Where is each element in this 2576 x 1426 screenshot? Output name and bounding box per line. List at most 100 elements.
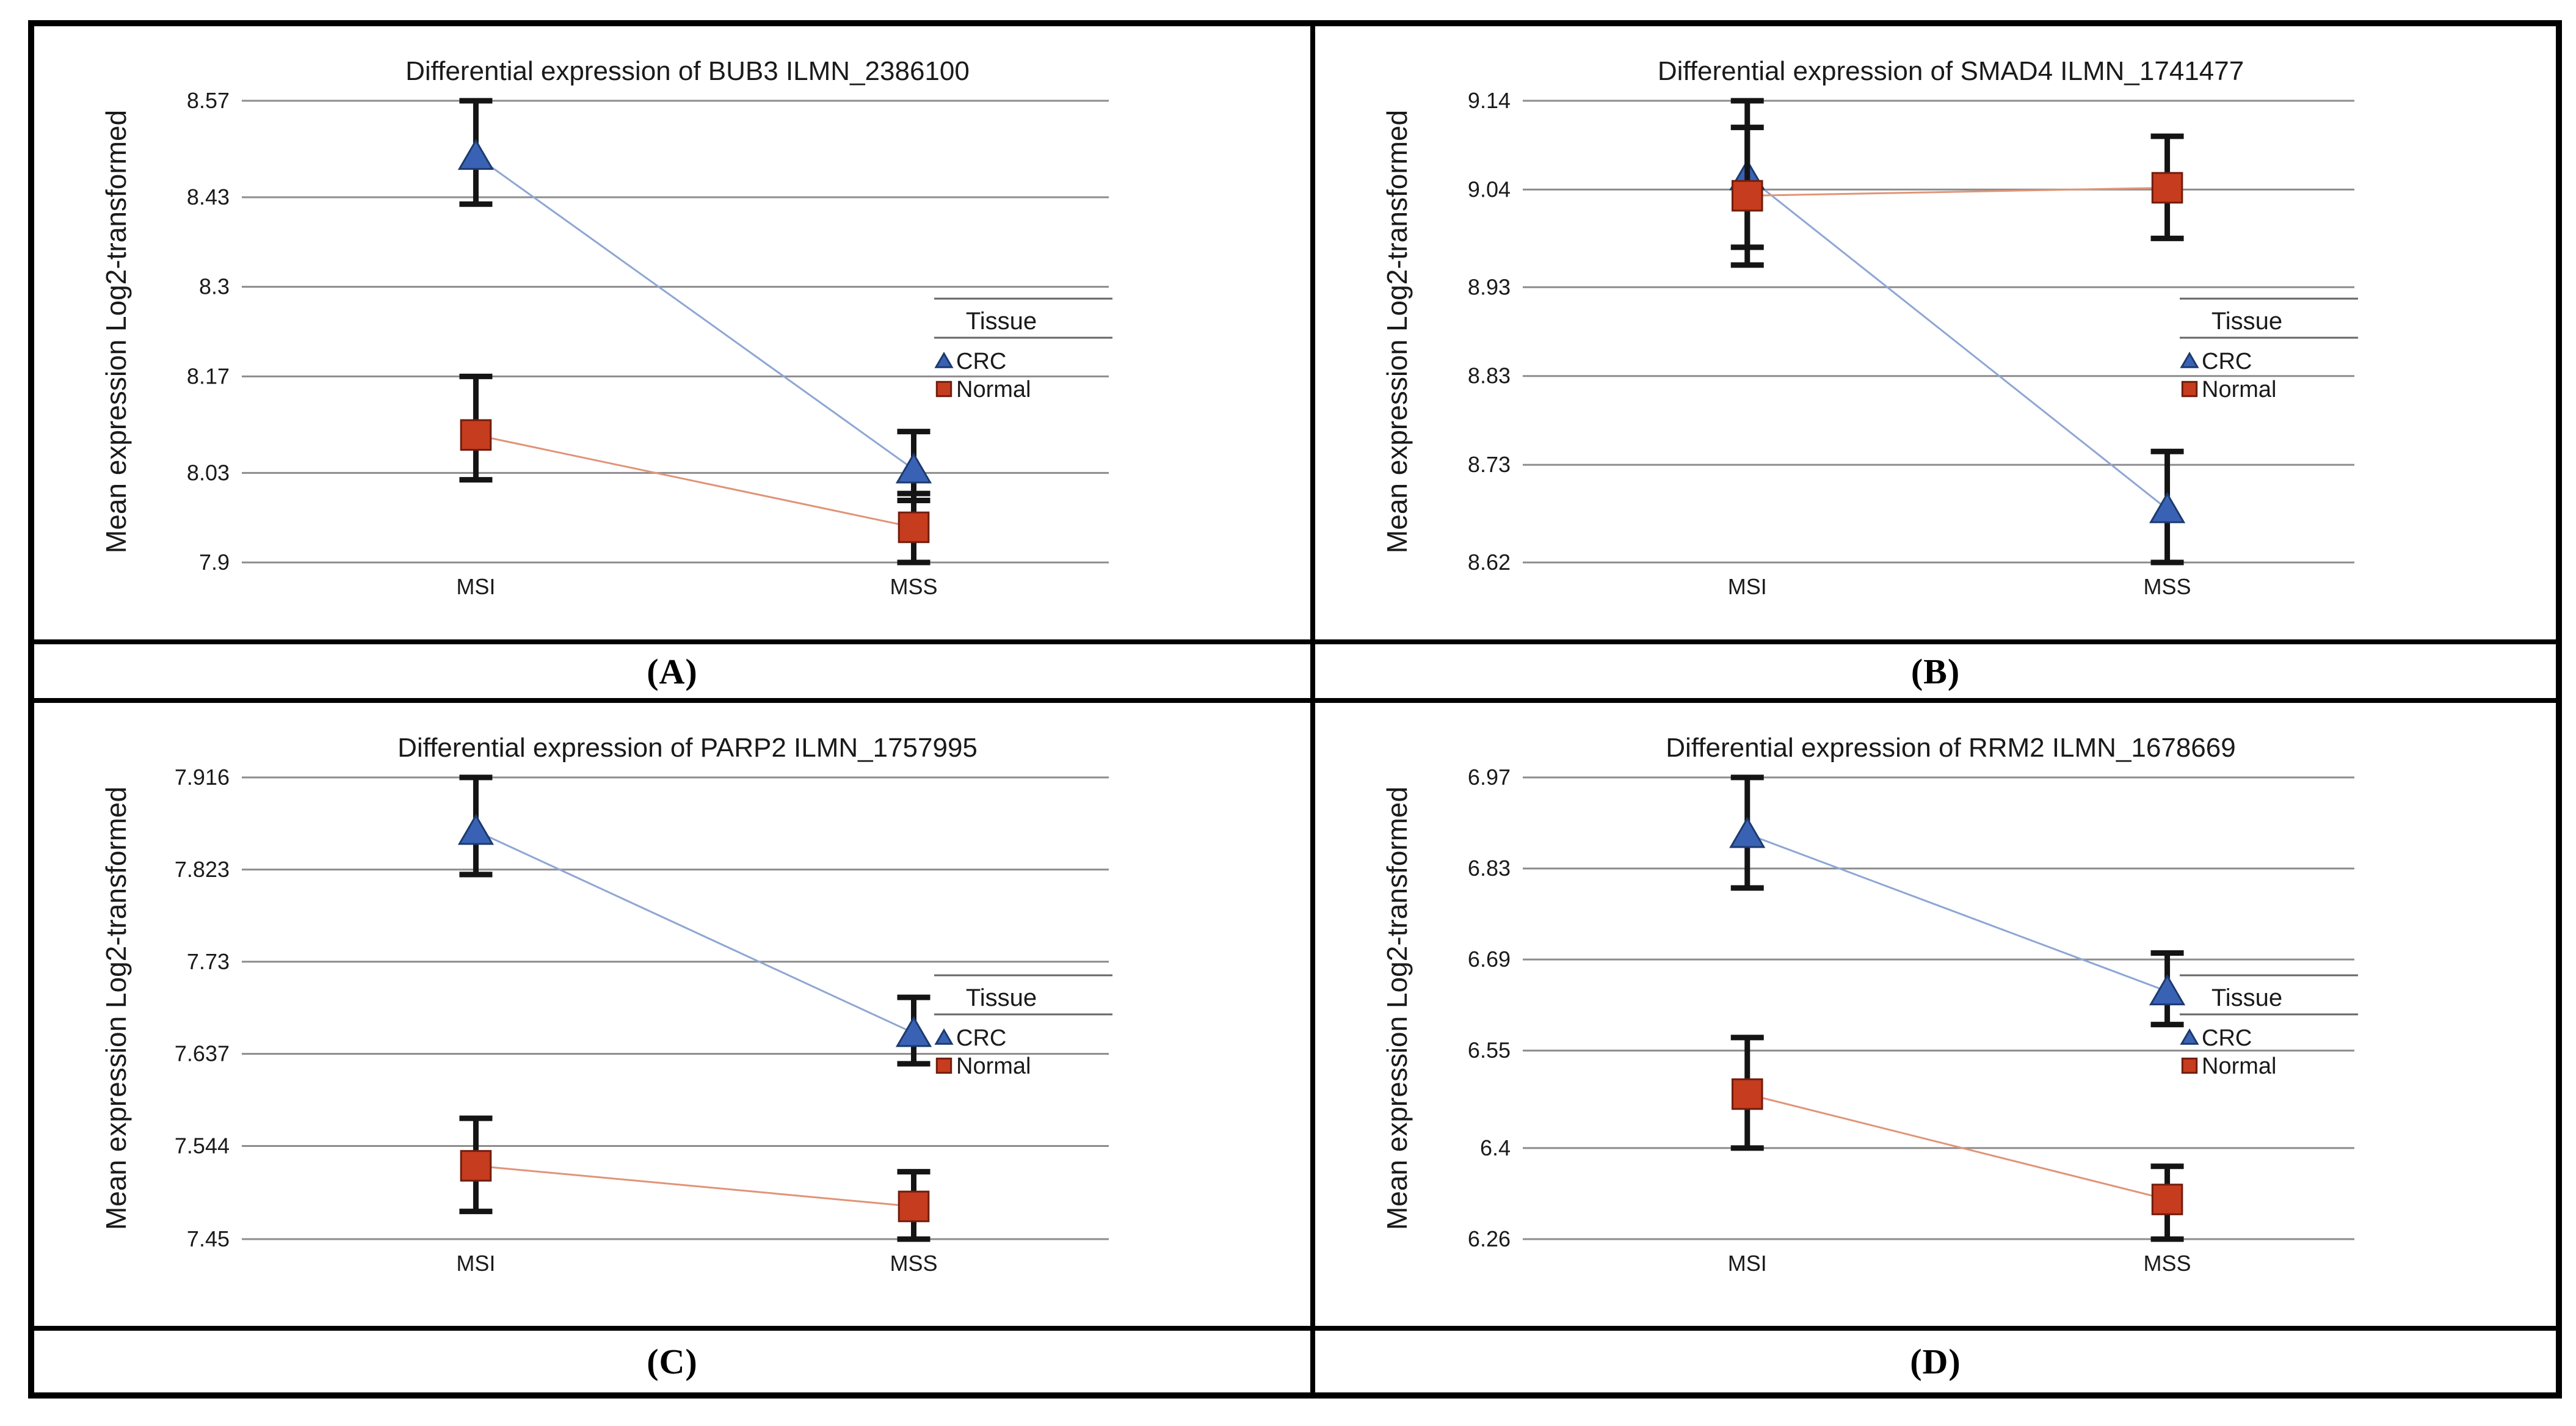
panel-b-cell: 9.14 9.04 8.93 8.83 8.73 8.62 Differential exp… (1315, 26, 2556, 639)
legend-title: Tissue (966, 984, 1037, 1011)
series-normal (459, 373, 931, 566)
x-category-label: MSS (890, 574, 937, 599)
marker-triangle-crc (934, 1028, 954, 1045)
series-line-normal (1747, 186, 2168, 197)
marker-triangle-crc (895, 452, 932, 484)
marker-triangle-crc (2149, 492, 2186, 523)
marker-square-normal (2151, 172, 2183, 204)
marker-triangle-crc (457, 813, 495, 845)
y-tick-label: 6.26 (1468, 1226, 1511, 1251)
series-line-crc (1747, 833, 2168, 992)
x-category-label: MSS (890, 1251, 937, 1276)
panel-a-label-cell: (A) (34, 644, 1310, 698)
panel-d-cell: 6.97 6.83 6.69 6.55 6.4 6.26 Differential expr… (1315, 703, 2556, 1326)
legend: Tissue CRC Normal (934, 297, 1112, 402)
legend-title: Tissue (966, 308, 1037, 335)
marker-square-normal (460, 1150, 492, 1182)
y-tick-label: 7.544 (175, 1133, 230, 1159)
marker-square-normal (898, 1190, 930, 1223)
panel-c-label: (C) (647, 1342, 698, 1381)
figure-frame: 8.57 8.43 8.3 8.17 8.03 7.9 Differential expre… (28, 20, 2562, 1399)
panel-a-chart: 8.57 8.43 8.3 8.17 8.03 7.9 Differential expre… (100, 56, 1112, 599)
y-tick-label: 6.4 (1480, 1135, 1511, 1160)
y-tick-label: 8.57 (187, 88, 230, 113)
legend-entry-label: Normal (956, 377, 1031, 402)
series-normal (1730, 1035, 2184, 1242)
legend-entry-label: CRC (2202, 1025, 2252, 1051)
marker-square-normal (1731, 180, 1763, 212)
y-axis-label: Mean expression Log2-transformed (1381, 787, 1413, 1230)
gridlines: 9.14 9.04 8.93 8.83 8.73 8.62 (1468, 88, 2354, 575)
panel-c-cell: 7.916 7.823 7.73 7.637 7.544 7.45 Differential… (34, 703, 1310, 1326)
y-tick-label: 7.9 (199, 550, 230, 575)
y-tick-label: 7.823 (175, 857, 230, 882)
marker-triangle-crc (2149, 974, 2186, 1006)
panel-a-label: (A) (647, 651, 698, 691)
marker-square-normal (2181, 380, 2198, 398)
x-category-label: MSS (2144, 574, 2191, 599)
y-tick-label: 6.83 (1468, 856, 1511, 881)
series-line-crc (1746, 175, 2168, 510)
series-line-crc (475, 155, 915, 470)
series-crc (457, 774, 932, 1067)
chart-title: Differential expression of PARP2 ILMN_17… (397, 733, 978, 763)
y-tick-label: 6.97 (1468, 765, 1511, 790)
y-axis-label: Mean expression Log2-transformed (100, 110, 132, 553)
y-tick-label: 9.14 (1468, 88, 1511, 113)
y-tick-label: 8.3 (199, 274, 230, 299)
panel-b-label-cell: (B) (1315, 644, 2556, 698)
legend-entry-label: CRC (956, 1025, 1006, 1051)
x-category-label: MSI (456, 1251, 495, 1276)
y-tick-label: 8.43 (187, 184, 230, 209)
y-tick-label: 7.916 (175, 765, 230, 790)
marker-triangle-crc (1729, 817, 1766, 848)
x-category-label: MSI (1728, 574, 1767, 599)
marker-square-normal (2181, 1057, 2198, 1074)
y-tick-label: 9.04 (1468, 176, 1511, 202)
panel-b-chart: 9.14 9.04 8.93 8.83 8.73 8.62 Differential exp… (1381, 56, 2358, 599)
chart-title: Differential expression of BUB3 ILMN_238… (405, 56, 970, 86)
marker-triangle-crc (2180, 351, 2199, 368)
series-line-crc (475, 830, 915, 1034)
legend-title: Tissue (2211, 984, 2282, 1011)
series-crc (1729, 98, 2186, 566)
panel-c-label-cell: (C) (34, 1331, 1310, 1392)
y-tick-label: 8.73 (1468, 452, 1511, 477)
marker-square-normal (1731, 1078, 1763, 1110)
gridlines: 6.97 6.83 6.69 6.55 6.4 6.26 (1468, 765, 2354, 1251)
gridlines: 7.916 7.823 7.73 7.637 7.544 7.45 (175, 765, 1109, 1251)
marker-square-normal (935, 1057, 952, 1074)
y-axis-label: Mean expression Log2-transformed (100, 787, 132, 1230)
marker-square-normal (935, 380, 952, 398)
y-tick-label: 8.17 (187, 363, 230, 388)
gridlines: 8.57 8.43 8.3 8.17 8.03 7.9 (187, 88, 1109, 575)
x-category-label: MSI (456, 574, 495, 599)
y-tick-label: 7.45 (187, 1226, 230, 1251)
chart-title: Differential expression of RRM2 ILMN_167… (1666, 733, 2235, 763)
marker-square-normal (898, 511, 930, 544)
panel-a-cell: 8.57 8.43 8.3 8.17 8.03 7.9 Differential expre… (34, 26, 1310, 639)
y-tick-label: 8.93 (1468, 274, 1511, 299)
y-tick-label: 8.62 (1468, 550, 1511, 575)
marker-triangle-crc (2180, 1028, 2199, 1045)
legend-entry-label: CRC (956, 349, 1006, 374)
marker-triangle-crc (457, 139, 495, 170)
y-tick-label: 7.73 (187, 949, 230, 974)
series-line-normal (476, 434, 914, 528)
panel-d-chart: 6.97 6.83 6.69 6.55 6.4 6.26 Differential expr… (1381, 733, 2358, 1276)
panel-b-label: (B) (1910, 651, 1961, 691)
legend-entry-label: Normal (2202, 1053, 2276, 1079)
marker-square-normal (2151, 1184, 2183, 1215)
series-normal (459, 1115, 931, 1242)
legend-entry-label: Normal (956, 1053, 1031, 1079)
panel-d-label-cell: (D) (1315, 1331, 2556, 1392)
series-crc (457, 98, 932, 503)
x-category-label: MSS (2144, 1251, 2191, 1276)
y-tick-label: 6.69 (1468, 947, 1511, 972)
panel-grid: 8.57 8.43 8.3 8.17 8.03 7.9 Differential expre… (34, 26, 2556, 1392)
y-tick-label: 7.637 (175, 1041, 230, 1066)
series-line-normal (1747, 1093, 2168, 1201)
panel-d-label: (D) (1910, 1342, 1961, 1381)
